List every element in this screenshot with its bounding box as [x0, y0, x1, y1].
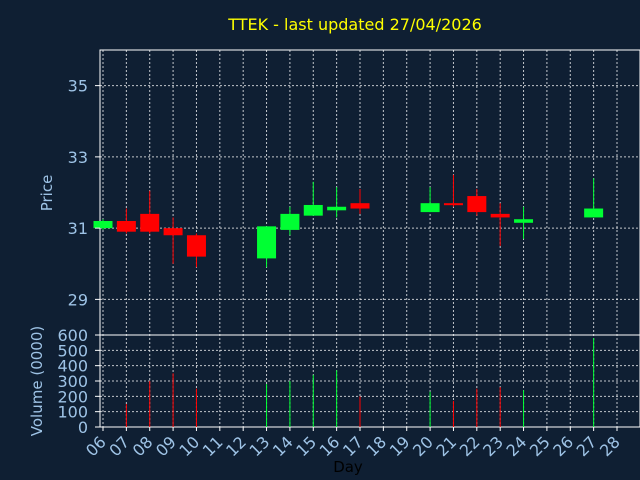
price-panel: [99, 49, 640, 336]
price-tick-label: 31: [68, 219, 88, 238]
candle-body: [140, 213, 160, 232]
volume-tick-label: 200: [57, 387, 88, 406]
candle-body: [303, 204, 323, 216]
candle-body: [93, 221, 113, 229]
candle-body: [443, 203, 463, 206]
chart-title: TTEK - last updated 27/04/2026: [227, 15, 482, 34]
volume-axis-label: Volume (0000): [28, 326, 46, 436]
candle-body: [257, 226, 277, 259]
axis-layer: 2931333501002003004005006000607080910111…: [57, 77, 623, 461]
volume-tick-label: 100: [57, 403, 88, 422]
price-tick-label: 35: [68, 77, 88, 96]
candle-body: [514, 219, 534, 223]
candle-body: [490, 213, 510, 218]
candle-body: [584, 208, 604, 218]
volume-tick-label: 600: [57, 326, 88, 345]
day-tick-label: 28: [596, 432, 624, 460]
volume-tick-label: 400: [57, 357, 88, 376]
price-axis-label: Price: [38, 175, 56, 212]
volume-layer: [125, 338, 595, 427]
candle-body: [350, 203, 370, 209]
volume-tick-label: 500: [57, 341, 88, 360]
x-axis-label: Day: [333, 458, 363, 476]
candle-body: [116, 221, 136, 232]
grid-layer: [100, 50, 640, 427]
volume-tick-label: 0: [78, 418, 88, 437]
price-tick-label: 29: [68, 290, 88, 309]
candle-body: [420, 203, 440, 213]
candle-body: [467, 196, 487, 213]
candle-body: [280, 213, 300, 230]
price-tick-label: 33: [68, 148, 88, 167]
candle-body: [186, 235, 206, 257]
candle-body: [163, 228, 183, 236]
candle-layer: [93, 174, 604, 268]
volume-tick-label: 300: [57, 372, 88, 391]
candle-body: [327, 206, 347, 211]
